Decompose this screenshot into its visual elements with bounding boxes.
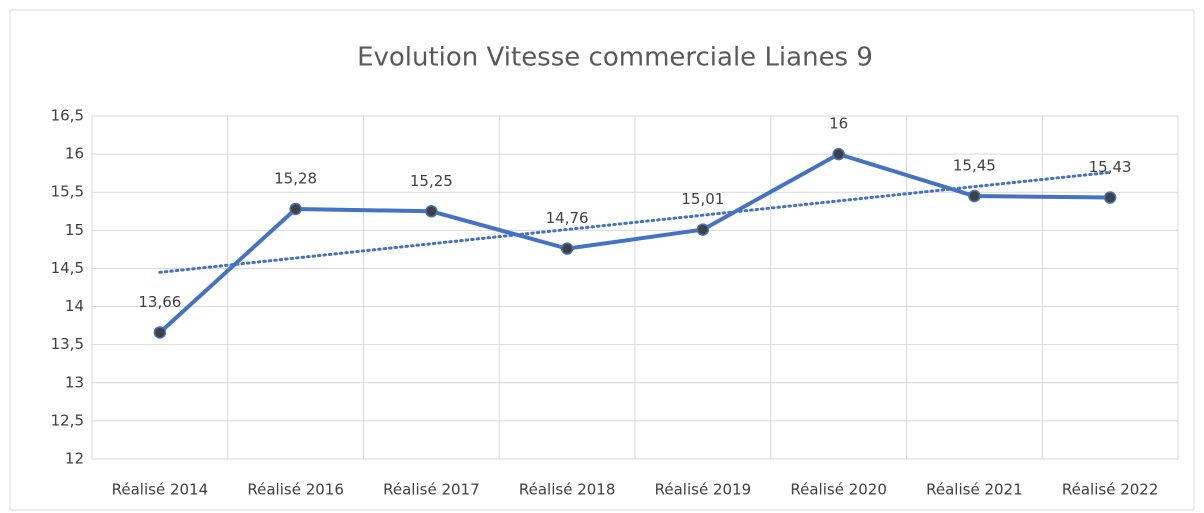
data-point — [289, 202, 302, 216]
x-tick-label: Réalisé 2022 — [1062, 481, 1159, 499]
y-tick-label: 14 — [65, 297, 84, 315]
data-point — [968, 189, 981, 203]
y-tick-label: 12 — [65, 450, 84, 468]
x-tick-label: Réalisé 2014 — [112, 481, 209, 499]
data-point — [425, 205, 438, 218]
y-tick-label: 13,5 — [51, 335, 84, 353]
data-point — [696, 223, 710, 236]
data-label: 15,28 — [274, 169, 317, 187]
data-point — [153, 326, 167, 339]
data-label: 15,43 — [1089, 158, 1132, 176]
x-tick-label: Réalisé 2017 — [383, 481, 480, 499]
y-tick-label: 12,5 — [51, 411, 84, 429]
y-tick-label: 15,5 — [51, 183, 84, 201]
data-point — [1103, 191, 1117, 204]
data-label: 15,45 — [953, 157, 996, 175]
x-tick-label: Réalisé 2019 — [655, 481, 752, 499]
x-tick-label: Réalisé 2021 — [926, 481, 1023, 499]
data-label: 15,01 — [681, 190, 724, 208]
data-label: 14,76 — [546, 209, 589, 227]
chart-title: Evolution Vitesse commerciale Lianes 9 — [357, 43, 873, 73]
x-tick-label: Réalisé 2018 — [519, 481, 616, 499]
chart-border — [9, 9, 1195, 511]
data-label: 13,66 — [138, 293, 181, 311]
y-tick-label: 16,5 — [51, 107, 84, 125]
x-tick-label: Réalisé 2020 — [790, 481, 887, 499]
y-tick-label: 13 — [65, 373, 84, 391]
data-label: 15,25 — [410, 172, 453, 190]
x-tick-label: Réalisé 2016 — [247, 481, 344, 499]
y-tick-label: 14,5 — [51, 259, 84, 277]
y-tick-label: 16 — [65, 145, 84, 163]
data-point — [832, 147, 845, 161]
data-line — [158, 152, 1111, 334]
y-tick-label: 15 — [65, 221, 84, 239]
data-label: 16 — [829, 115, 848, 133]
data-point — [560, 242, 574, 255]
